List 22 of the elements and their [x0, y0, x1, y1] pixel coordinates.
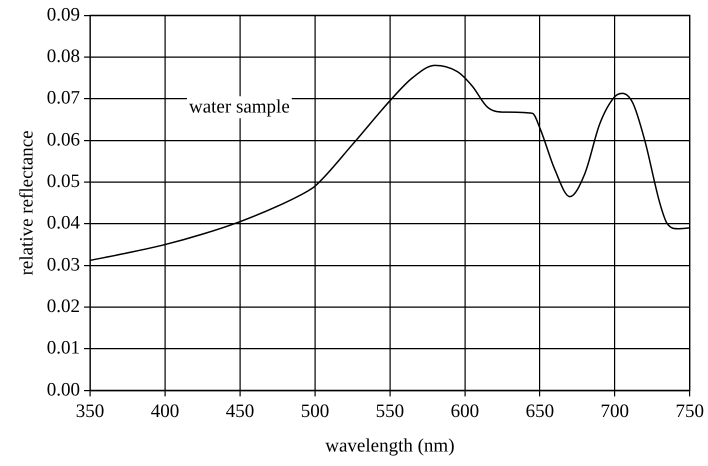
x-tick-label: 600: [450, 400, 480, 422]
x-tick-label: 400: [150, 400, 180, 422]
y-tick-label: 0.07: [46, 88, 80, 109]
x-tick-label: 500: [300, 400, 330, 422]
x-tick-label: 750: [676, 400, 704, 422]
x-tick-label: 450: [226, 400, 254, 422]
x-axis-title: wavelength (nm): [325, 436, 455, 457]
y-tick-label: 0.02: [46, 296, 80, 318]
x-tick-label: 550: [376, 400, 404, 422]
annotation: water sample: [189, 96, 290, 118]
y-tick-label: 0.04: [46, 212, 81, 234]
y-tick-label: 0.09: [46, 4, 80, 26]
y-tick-label: 0.08: [46, 46, 80, 68]
x-tick-label: 700: [600, 400, 630, 422]
y-tick-label: 0.01: [46, 338, 80, 359]
y-axis-title: relative reflectance: [16, 130, 38, 276]
x-tick-label: 650: [526, 400, 554, 422]
y-tick-label: 0.03: [46, 254, 80, 276]
y-tick-label: 0.00: [46, 379, 80, 400]
y-tick-label: 0.06: [46, 129, 80, 150]
x-tick-label: 350: [76, 400, 104, 422]
y-tick-label: 0.05: [46, 171, 80, 192]
